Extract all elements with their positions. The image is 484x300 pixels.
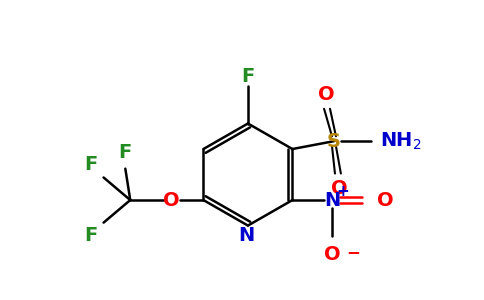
Text: −: − bbox=[346, 243, 360, 261]
Text: O: O bbox=[324, 244, 340, 263]
Text: O: O bbox=[164, 190, 180, 210]
Text: F: F bbox=[242, 67, 255, 86]
Text: N: N bbox=[238, 226, 254, 245]
Text: F: F bbox=[84, 155, 97, 174]
Text: F: F bbox=[84, 226, 97, 245]
Text: NH$_2$: NH$_2$ bbox=[380, 130, 422, 152]
Text: O: O bbox=[318, 85, 334, 104]
Text: O: O bbox=[378, 190, 394, 210]
Text: F: F bbox=[119, 143, 132, 162]
Text: S: S bbox=[327, 132, 341, 151]
Text: O: O bbox=[331, 179, 347, 198]
Text: +: + bbox=[336, 184, 349, 199]
Text: N: N bbox=[324, 190, 340, 210]
